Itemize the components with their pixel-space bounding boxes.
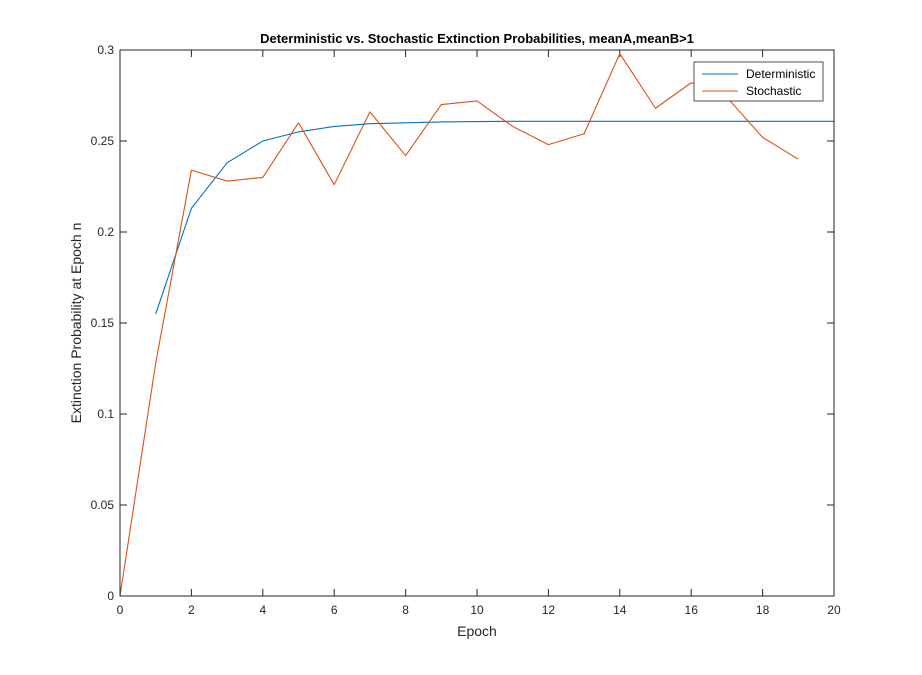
chart-title: Deterministic vs. Stochastic Extinction … — [260, 31, 694, 46]
plot-area — [120, 50, 834, 596]
x-tick-label: 8 — [402, 603, 409, 617]
x-axis-label: Epoch — [457, 623, 497, 639]
x-tick-label: 16 — [685, 603, 699, 617]
x-tick-label: 6 — [331, 603, 338, 617]
x-tick-label: 4 — [259, 603, 266, 617]
y-tick-label: 0.15 — [91, 316, 115, 330]
x-tick-label: 12 — [542, 603, 556, 617]
x-tick-label: 20 — [827, 603, 841, 617]
x-tick-label: 2 — [188, 603, 195, 617]
x-tick-label: 0 — [117, 603, 124, 617]
legend[interactable]: Deterministic Stochastic — [694, 62, 823, 101]
x-tick-label: 14 — [613, 603, 627, 617]
x-tick-label: 10 — [470, 603, 484, 617]
x-tick-label: 18 — [756, 603, 770, 617]
y-tick-label: 0.2 — [97, 225, 114, 239]
y-tick-label: 0.05 — [91, 498, 115, 512]
legend-label-stochastic: Stochastic — [746, 84, 801, 98]
y-axis-label: Extinction Probability at Epoch n — [68, 223, 84, 424]
y-tick-label: 0.3 — [97, 43, 114, 57]
y-tick-label: 0.1 — [97, 407, 114, 421]
y-tick-label: 0 — [107, 589, 114, 603]
y-tick-label: 0.25 — [91, 134, 115, 148]
legend-label-deterministic: Deterministic — [746, 67, 815, 81]
